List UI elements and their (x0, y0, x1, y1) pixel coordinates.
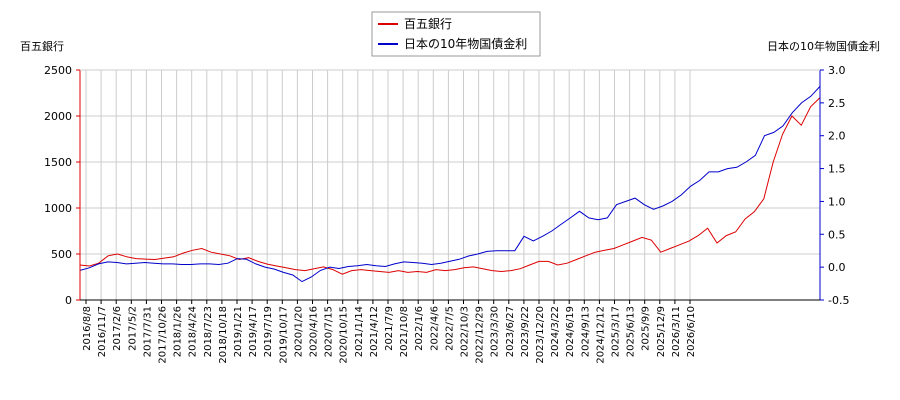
x-tick-label: 2018/7/23 (203, 306, 214, 357)
x-tick-label: 2021/10/8 (399, 306, 410, 357)
x-tick-label: 2022/12/29 (475, 306, 486, 364)
legend-box (371, 11, 541, 57)
x-tick-label: 2016/8/8 (82, 306, 93, 351)
legend-label-hyakugo: 百五銀行 (404, 17, 452, 31)
x-tick-label: 2019/4/17 (248, 306, 259, 357)
x-tick-label: 2023/9/22 (520, 306, 531, 357)
right-tick-label: -0.5 (828, 294, 849, 307)
legend: 百五銀行 日本の10年物国債金利 (371, 11, 541, 57)
x-tick-label: 2026/6/10 (686, 306, 697, 357)
right-tick-label: 1.5 (828, 163, 846, 176)
x-tick-label: 2024/9/13 (580, 306, 591, 357)
x-tick-label: 2023/6/27 (505, 306, 516, 357)
left-tick-label: 1000 (44, 202, 72, 215)
x-tick-label: 2020/1/20 (293, 306, 304, 357)
x-tick-label: 2026/3/11 (671, 306, 682, 357)
x-tick-label: 2023/12/20 (535, 306, 546, 364)
x-tick-label: 2022/1/6 (414, 306, 425, 351)
x-tick-label: 2019/7/19 (263, 306, 274, 357)
left-tick-label: 2000 (44, 110, 72, 123)
left-tick-label: 1500 (44, 156, 72, 169)
legend-label-jgb10y: 日本の10年物国債金利 (404, 36, 527, 51)
x-tick-label: 2016/11/7 (97, 306, 108, 357)
x-tick-label: 2017/10/26 (158, 306, 169, 364)
x-tick-label: 2025/9/9 (641, 306, 652, 351)
left-axis-title: 百五銀行 (20, 39, 64, 53)
x-tick-label: 2022/7/5 (444, 306, 455, 351)
axes: 0 500 1000 1500 2000 2500 -0.5 0.0 0.5 1.0 1.5 2.0 2… (44, 64, 849, 364)
series-line-jgb10y (79, 86, 821, 283)
x-tick-label: 2022/4/6 (429, 306, 440, 351)
right-tick-label: 2.0 (828, 130, 846, 143)
series-line-hyakugo (79, 97, 821, 275)
x-tick-label: 2025/12/9 (656, 306, 667, 357)
series-layer (79, 86, 821, 283)
x-tick-label: 2021/4/12 (369, 306, 380, 357)
right-tick-label: 0.0 (828, 261, 846, 274)
x-tick-label: 2020/4/16 (309, 306, 320, 357)
x-tick-label: 2021/1/14 (354, 306, 365, 357)
x-tick-label: 2018/1/26 (173, 306, 184, 357)
x-tick-label: 2018/4/24 (188, 306, 199, 357)
left-tick-label: 500 (51, 248, 72, 261)
left-tick-label: 2500 (44, 64, 72, 77)
right-tick-label: 2.5 (828, 97, 846, 110)
x-tick-label: 2022/10/3 (460, 306, 471, 357)
x-tick-label: 2017/5/2 (127, 306, 138, 351)
x-tick-label: 2023/3/30 (490, 306, 501, 357)
x-tick-label: 2024/12/12 (595, 306, 606, 364)
x-tick-label: 2025/3/17 (611, 306, 622, 357)
x-tick-label: 2020/7/15 (324, 306, 335, 357)
x-tick-label: 2017/7/31 (142, 306, 153, 357)
x-tick-label: 2019/10/17 (278, 306, 289, 364)
x-tick-label: 2020/10/15 (339, 306, 350, 364)
x-tick-label: 2024/6/19 (565, 306, 576, 357)
x-tick-label: 2018/10/18 (218, 306, 229, 364)
right-tick-label: 3.0 (828, 64, 846, 77)
x-tick-label: 2024/3/22 (550, 306, 561, 357)
x-tick-label: 2019/1/21 (233, 306, 244, 357)
grid (80, 69, 820, 301)
x-tick-label: 2025/6/13 (626, 306, 637, 357)
x-tick-label: 2021/7/9 (384, 306, 395, 351)
right-axis-title: 日本の10年物国債金利 (767, 39, 880, 53)
x-tick-label: 2017/2/6 (112, 306, 123, 351)
right-tick-label: 0.5 (828, 228, 846, 241)
right-tick-label: 1.0 (828, 195, 846, 208)
left-tick-label: 0 (65, 294, 72, 307)
